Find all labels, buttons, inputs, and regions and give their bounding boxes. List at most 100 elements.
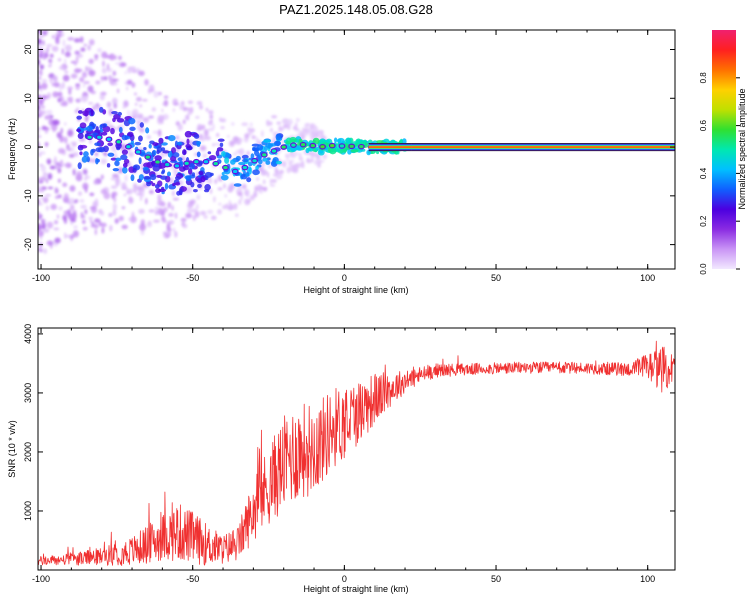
- ridge-blob: [193, 134, 200, 139]
- ridge-nodule: [86, 134, 93, 141]
- noise-blob: [135, 96, 142, 102]
- noise-blob: [65, 234, 71, 238]
- noise-blob: [55, 36, 59, 44]
- y-tick-label: 20: [23, 45, 33, 55]
- ridge-blob: [122, 162, 128, 168]
- ridge-blob: [138, 157, 142, 165]
- ridge-nodule: [231, 168, 239, 175]
- noise-blob: [302, 134, 305, 139]
- noise-blob: [256, 177, 259, 181]
- ridge-blob: [138, 135, 143, 142]
- noise-blob: [96, 103, 99, 107]
- noise-blob: [132, 185, 138, 194]
- ridge-blob: [174, 176, 181, 181]
- noise-blob: [310, 122, 313, 130]
- ridge-blob: [254, 150, 260, 157]
- noise-blob: [212, 143, 215, 147]
- ridge-nodule: [163, 161, 171, 168]
- noise-blob: [67, 209, 72, 216]
- noise-blob: [275, 168, 279, 173]
- y-tick-label: 1000: [23, 501, 33, 521]
- noise-blob: [74, 62, 77, 66]
- noise-blob: [270, 127, 273, 133]
- noise-blob: [118, 215, 124, 222]
- ridge-blob: [216, 147, 224, 152]
- noise-blob: [51, 34, 55, 39]
- noise-blob: [311, 130, 314, 134]
- noise-blob: [127, 109, 130, 116]
- noise-blob: [61, 81, 65, 89]
- noise-blob: [312, 126, 319, 132]
- y-tick-label: 3000: [23, 383, 33, 403]
- noise-blob: [53, 82, 60, 88]
- noise-blob: [72, 210, 77, 213]
- ridge-blob: [337, 137, 345, 145]
- noise-blob: [131, 211, 135, 219]
- noise-blob: [39, 97, 45, 104]
- noise-blob: [109, 224, 113, 232]
- noise-blob: [148, 209, 155, 213]
- ridge-blob: [156, 149, 160, 155]
- snr-plot-area: [38, 328, 675, 570]
- noise-blob: [261, 130, 264, 138]
- ridge-blob: [272, 158, 277, 166]
- noise-blob: [253, 190, 258, 198]
- noise-blob: [238, 199, 242, 205]
- noise-blob: [94, 228, 98, 236]
- noise-blob: [288, 161, 293, 167]
- ridge-nodule: [338, 143, 346, 149]
- colorbar-tick-label: 0.8: [699, 72, 708, 84]
- noise-blob: [172, 227, 176, 233]
- noise-blob: [63, 122, 67, 126]
- noise-blob: [199, 210, 207, 216]
- noise-blob: [157, 129, 162, 137]
- x-tick-label: -100: [32, 574, 50, 584]
- ridge-blob: [145, 127, 150, 134]
- y-tick-label: 10: [23, 93, 33, 103]
- noise-blob: [203, 215, 208, 219]
- noise-blob: [40, 186, 47, 189]
- ridge-blob: [114, 157, 122, 162]
- noise-blob: [38, 84, 42, 90]
- ridge-blob: [90, 109, 94, 116]
- noise-blob: [100, 210, 105, 216]
- colorbar-tick-label: 0.2: [699, 215, 708, 227]
- noise-blob: [112, 209, 117, 216]
- ridge-blob: [150, 173, 157, 181]
- noise-blob: [68, 154, 75, 158]
- noise-blob: [145, 197, 148, 205]
- ridge-blob: [221, 172, 225, 176]
- noise-blob: [288, 159, 295, 163]
- noise-blob: [88, 216, 94, 220]
- noise-blob: [100, 76, 105, 81]
- noise-blob: [62, 214, 68, 221]
- ridge-blob: [247, 161, 253, 167]
- ridge-blob: [128, 117, 136, 125]
- noise-blob: [70, 60, 76, 64]
- noise-blob: [88, 58, 94, 65]
- ridge-blob: [336, 148, 341, 153]
- noise-blob: [83, 81, 90, 85]
- noise-blob: [40, 165, 46, 173]
- noise-blob: [67, 37, 75, 41]
- noise-blob: [122, 105, 126, 109]
- noise-blob: [58, 206, 63, 211]
- spectrogram-field: [38, 30, 675, 254]
- noise-blob: [111, 97, 118, 105]
- ridge-blob: [112, 167, 120, 172]
- noise-blob: [87, 44, 92, 51]
- noise-blob: [276, 121, 282, 125]
- noise-blob: [135, 192, 143, 196]
- noise-blob: [100, 158, 108, 165]
- ridge-blob: [125, 135, 131, 140]
- noise-blob: [67, 129, 74, 137]
- noise-blob: [45, 127, 50, 131]
- noise-blob: [106, 120, 112, 126]
- noise-blob: [73, 211, 77, 220]
- noise-blob: [80, 47, 86, 52]
- ridge-blob: [148, 143, 152, 149]
- noise-blob: [317, 130, 324, 134]
- ridge-blob: [204, 175, 209, 181]
- ridge-blob: [76, 128, 82, 133]
